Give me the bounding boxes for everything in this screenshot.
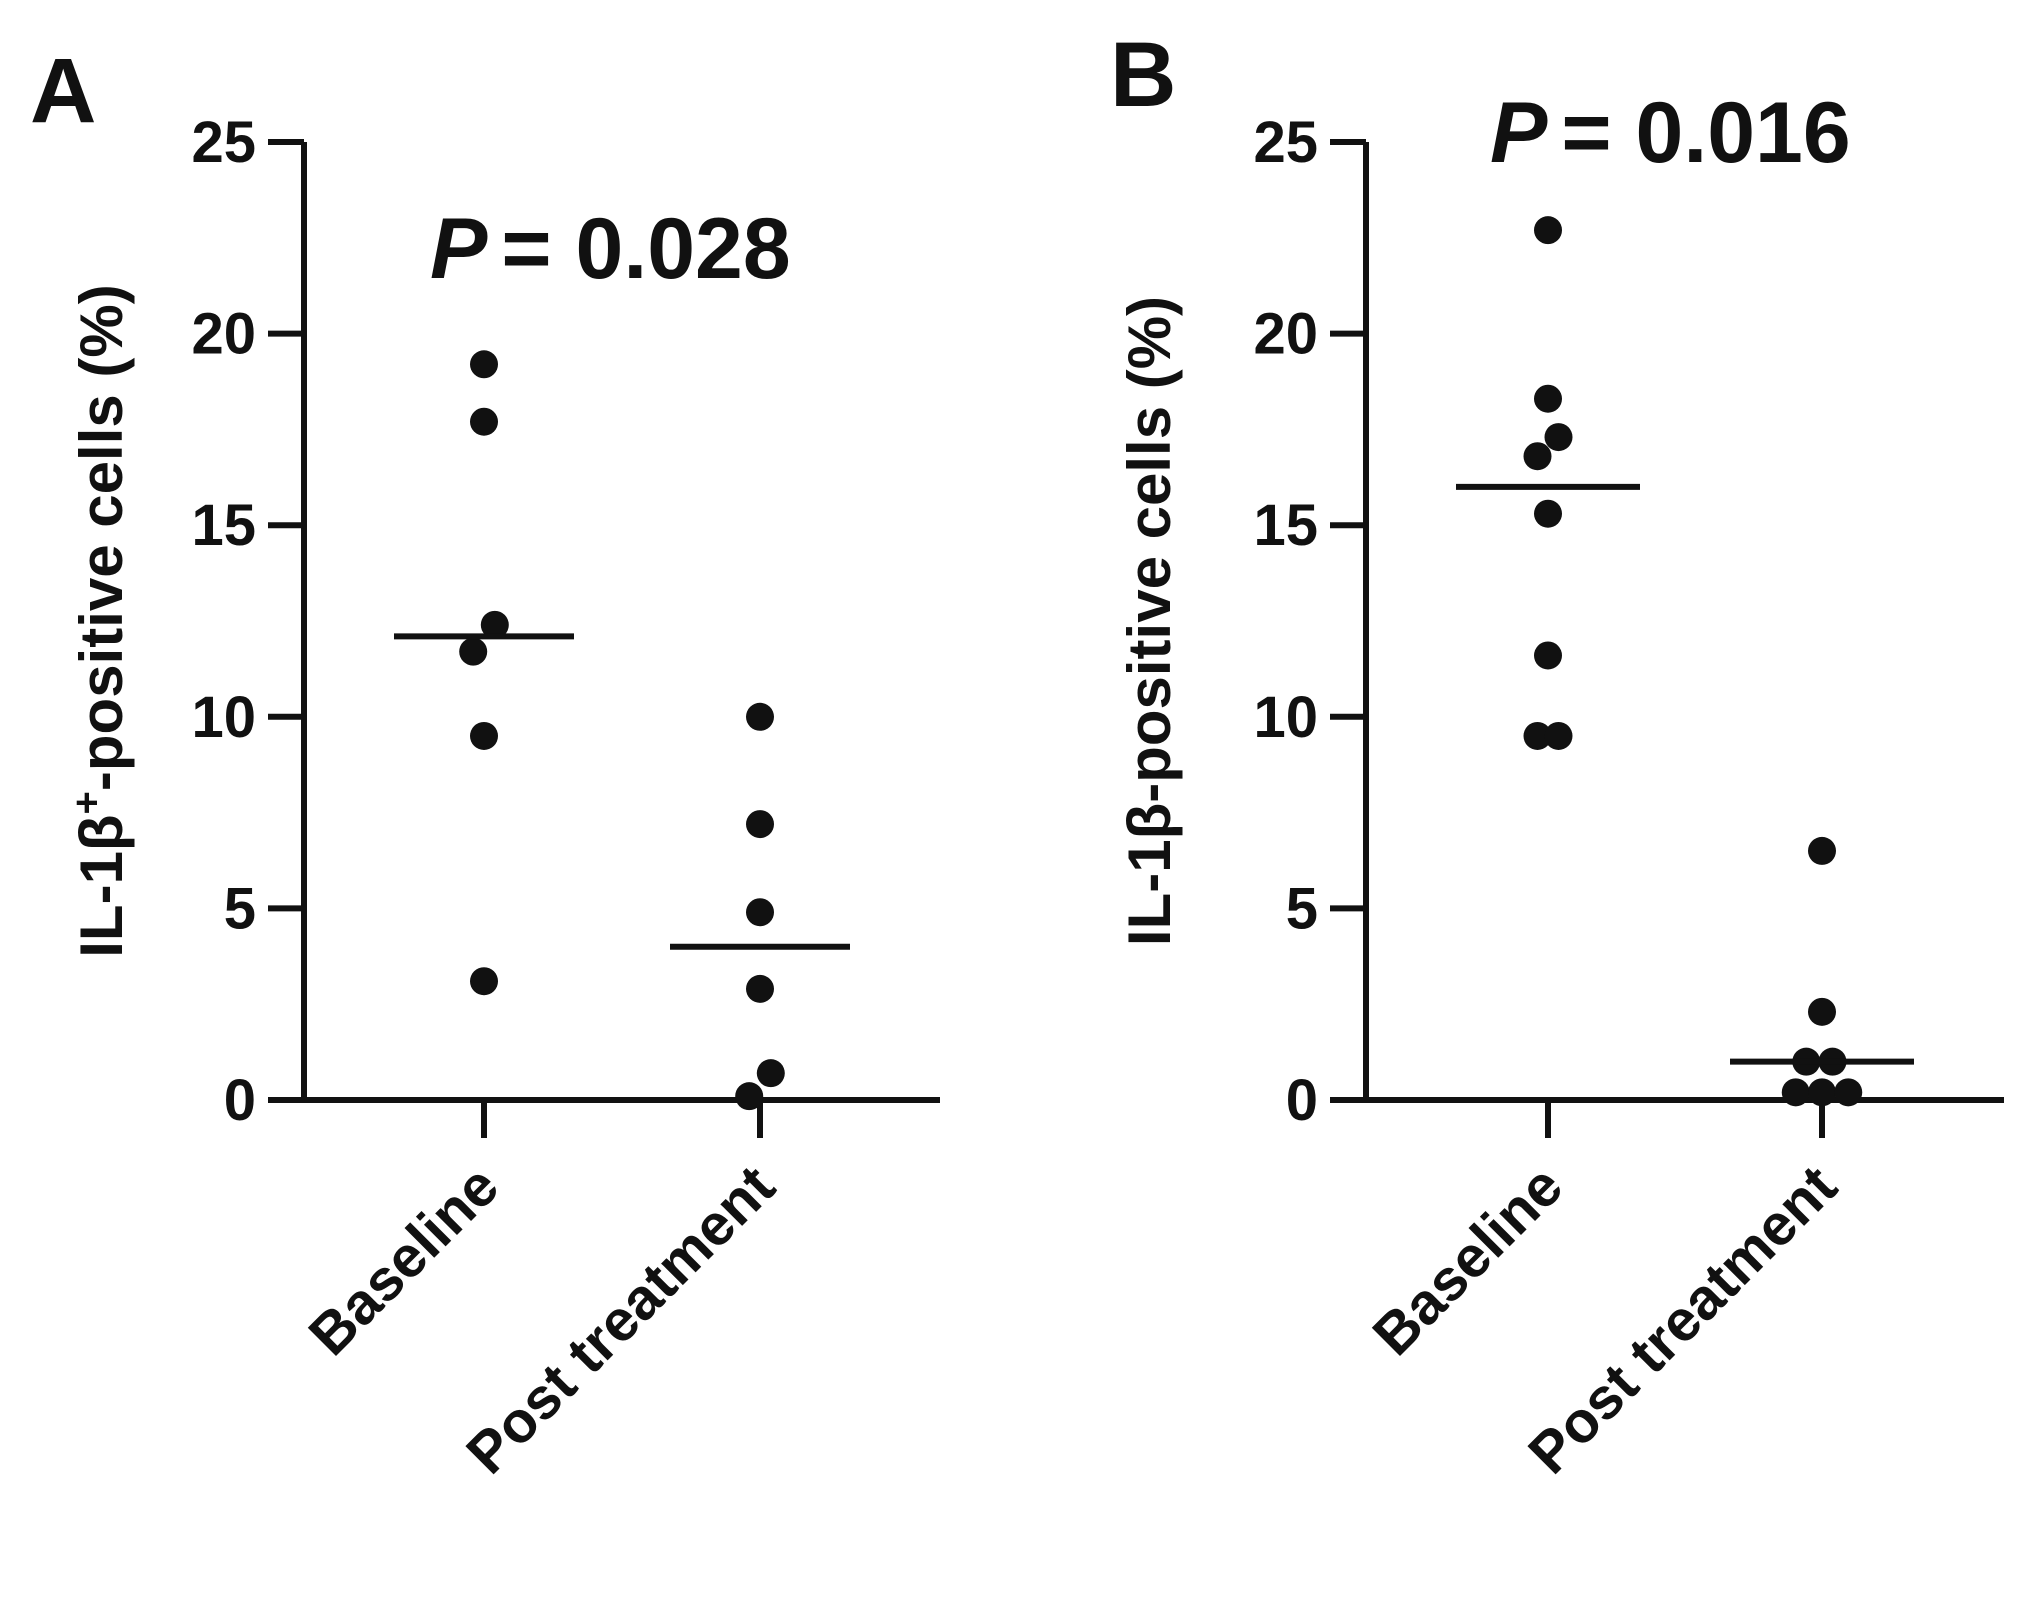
data-point [1523, 721, 1552, 750]
panel-label: B [1110, 24, 1176, 126]
data-point [1523, 442, 1552, 471]
data-point [1781, 1078, 1810, 1107]
p-label: P [1490, 85, 1548, 181]
data-point [470, 967, 498, 996]
x-tick-label: Baseline [1361, 1153, 1576, 1368]
p-label: P [430, 201, 488, 297]
data-point [1534, 499, 1562, 528]
y-tick-label: 20 [191, 302, 256, 367]
y-axis-label-suffix: -positive cells (%) [1116, 296, 1183, 803]
panel-label: A [30, 40, 96, 142]
data-point [1534, 641, 1562, 670]
y-tick-label: 20 [1253, 302, 1318, 367]
y-tick-label: 25 [1253, 110, 1318, 175]
data-point [470, 721, 498, 750]
data-point [746, 898, 774, 927]
data-point [1808, 1078, 1836, 1107]
data-point [459, 637, 488, 666]
data-point [746, 810, 774, 839]
panel-a: A 0 5 10 15 20 25 IL-1β+-positive cells (%) Base… [30, 40, 940, 1486]
data-point [1808, 997, 1836, 1026]
y-axis-label-superscript: + [65, 791, 109, 814]
y-tick-label: 0 [224, 1068, 256, 1133]
data-point [480, 610, 509, 639]
data-point [1534, 384, 1562, 413]
p-value: = 0.028 [501, 201, 790, 297]
y-axis-label: IL-1β+-positive cells (%) [65, 284, 135, 957]
data-point [1808, 836, 1836, 865]
data-point [1544, 721, 1573, 750]
y-axis-label-prefix: IL-1β [1116, 803, 1183, 946]
y-tick-label: 0 [1286, 1068, 1318, 1133]
y-tick-label: 5 [224, 876, 256, 941]
x-tick-label: Baseline [297, 1153, 512, 1368]
data-point [746, 974, 774, 1003]
series-baseline [394, 350, 574, 996]
data-point [746, 702, 774, 731]
y-tick-label: 15 [191, 493, 256, 558]
y-axis-label: IL-1β-positive cells (%) [1116, 296, 1183, 946]
series-post-treatment [670, 702, 850, 1111]
y-axis-label-suffix: -positive cells (%) [68, 284, 135, 791]
data-point [735, 1082, 764, 1111]
data-point [470, 350, 498, 379]
y-tick-label: 10 [1253, 685, 1318, 750]
data-point [1544, 423, 1573, 452]
series-baseline [1456, 216, 1640, 750]
y-tick-label: 5 [1286, 876, 1318, 941]
p-value-annotation: P = 0.016 [1490, 85, 1851, 181]
p-value: = 0.016 [1561, 85, 1850, 181]
y-axis-label-prefix: IL-1β [68, 814, 135, 957]
panel-b: B 0 5 10 15 20 25 IL-1β-positive cells (%) Basel… [1110, 24, 2004, 1486]
series-post-treatment [1730, 836, 1914, 1107]
data-point [756, 1059, 785, 1088]
data-point [470, 407, 498, 436]
y-tick-label: 25 [191, 110, 256, 175]
y-tick-label: 10 [191, 685, 256, 750]
data-point [1534, 216, 1562, 245]
data-point [1834, 1078, 1863, 1107]
p-value-annotation: P = 0.028 [430, 201, 791, 297]
y-tick-label: 15 [1253, 493, 1318, 558]
